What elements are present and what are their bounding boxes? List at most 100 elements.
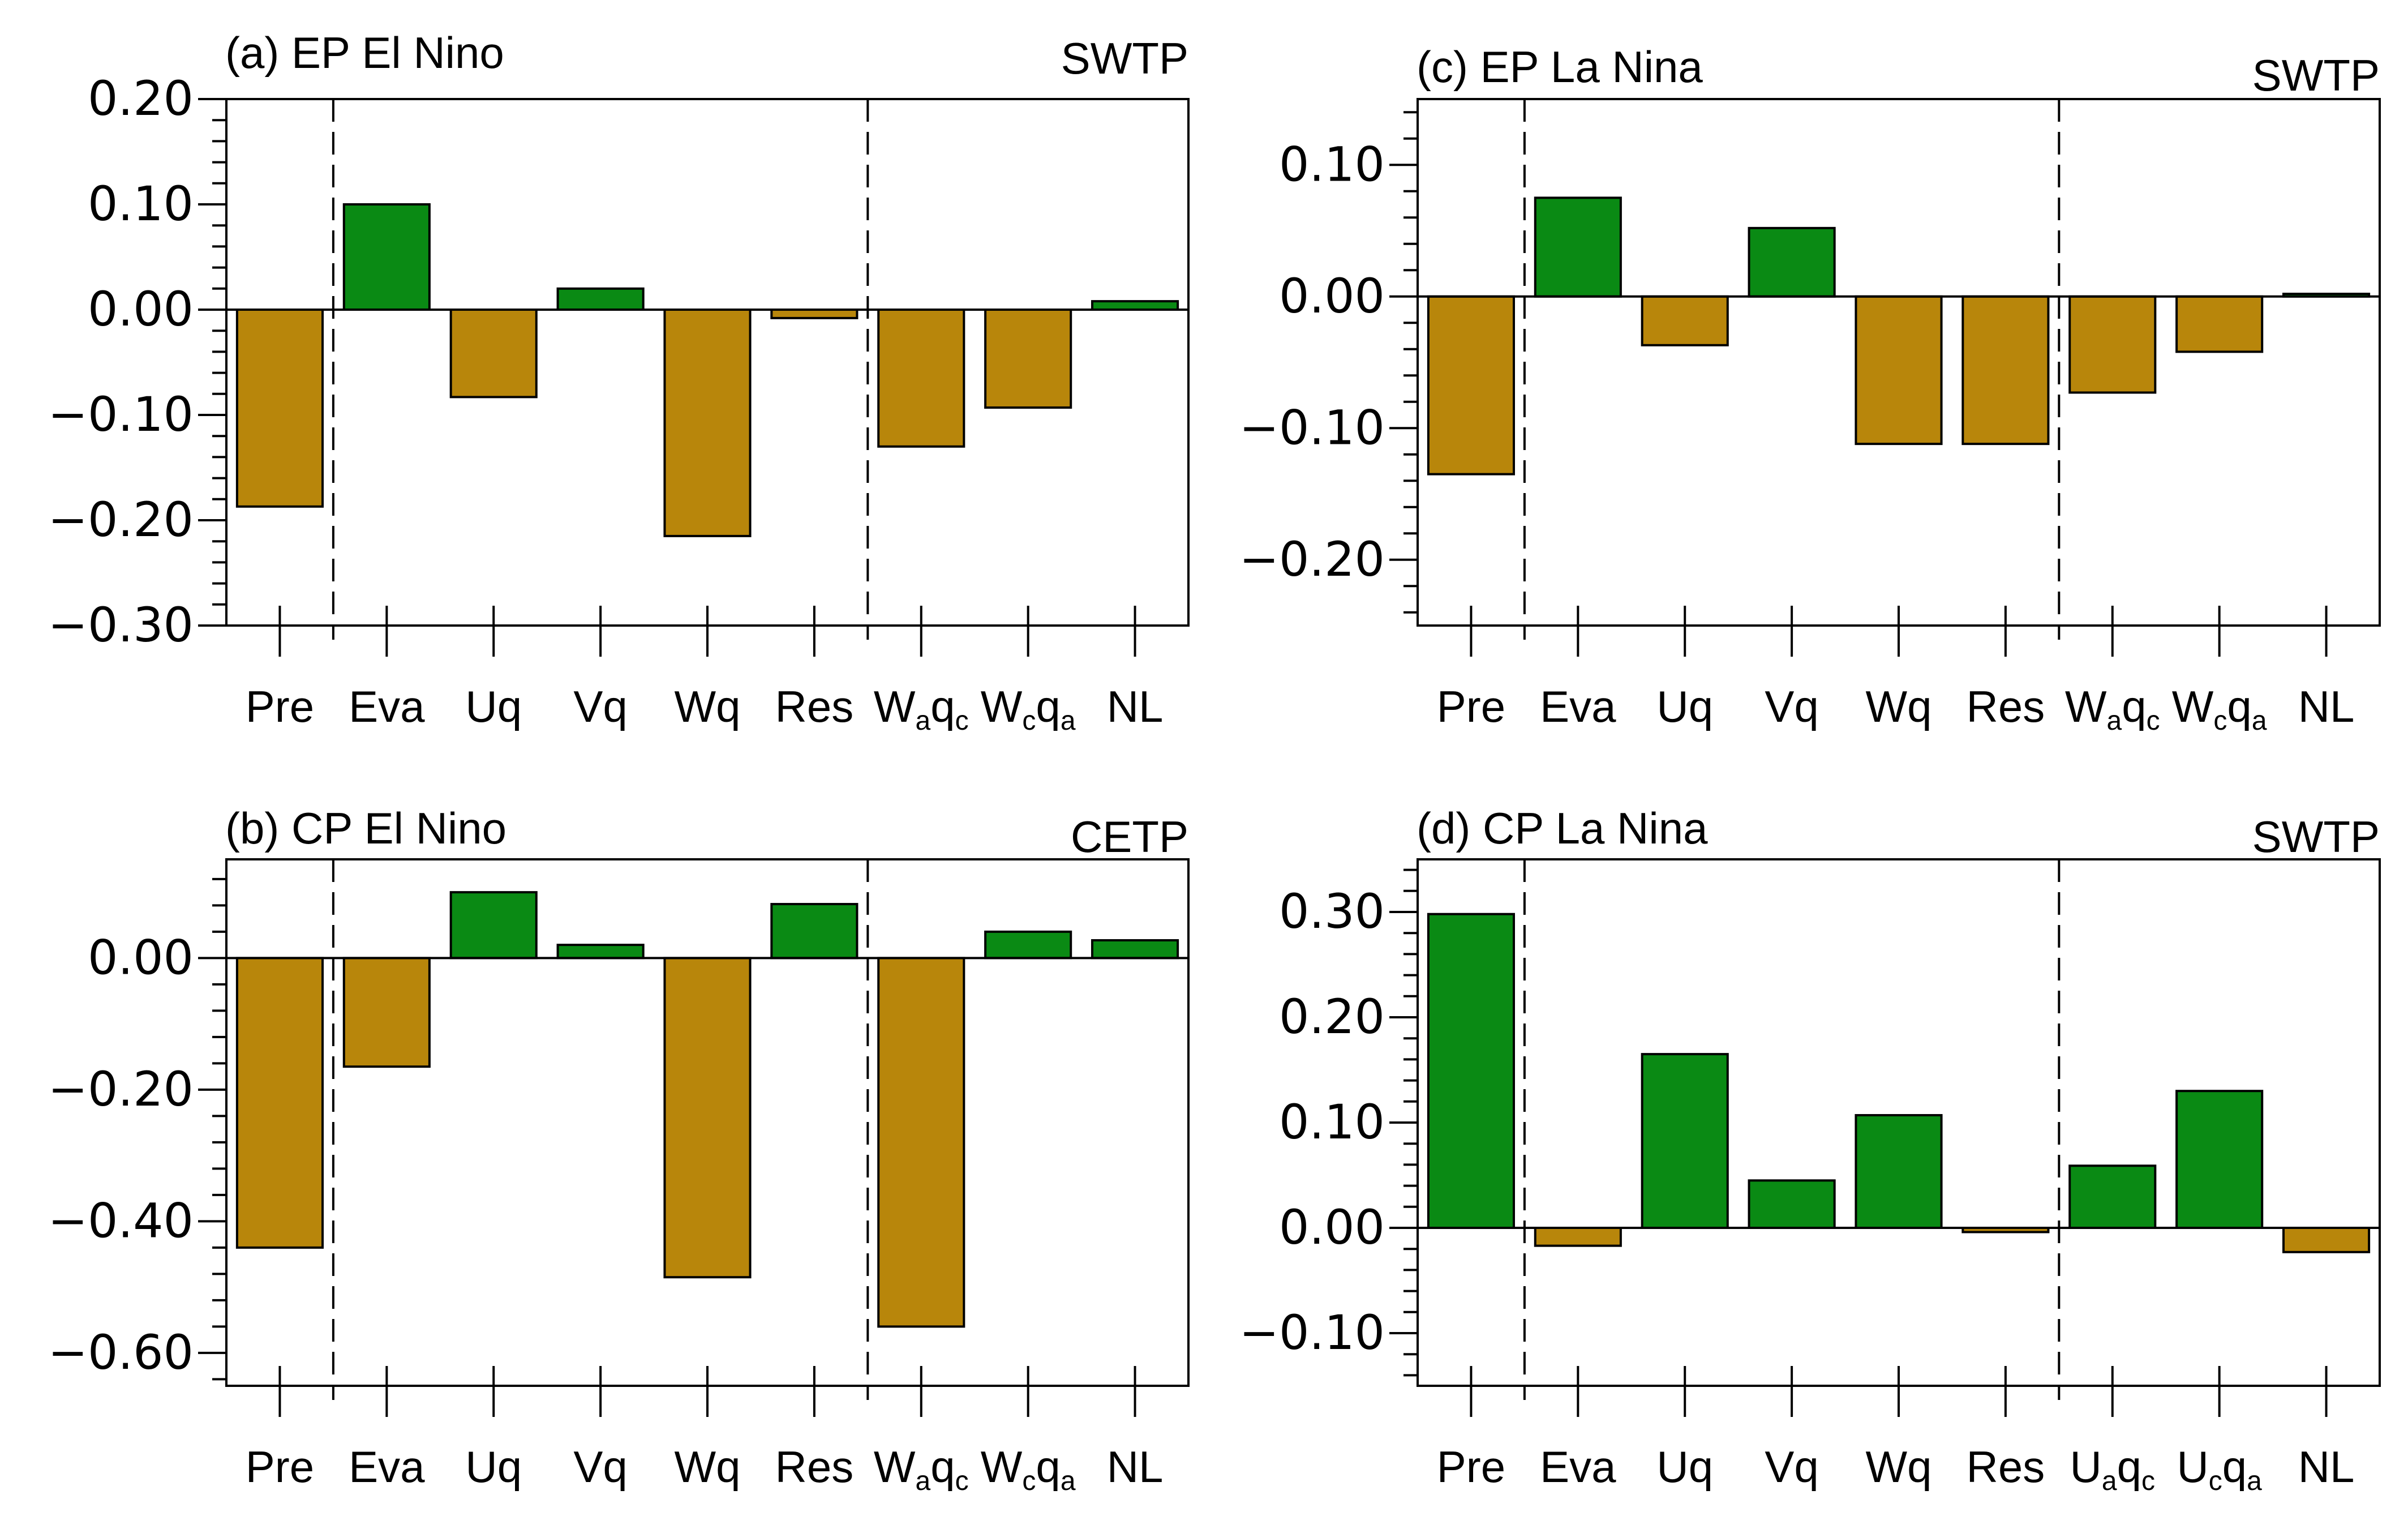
bar-eva: [342, 957, 431, 1068]
y-tick-label: 0.00: [88, 930, 194, 985]
x-tick-label: Pre: [1437, 1442, 1505, 1492]
bar-wcqa: [2175, 295, 2264, 353]
subscript: c: [2213, 706, 2227, 736]
bar-res: [770, 903, 859, 960]
label-part: W: [2065, 682, 2107, 731]
y-tick-label: 0.00: [88, 281, 194, 337]
label-part: q: [2227, 682, 2251, 731]
x-tick-label: Waqc: [874, 1442, 969, 1496]
subscript: a: [2252, 706, 2267, 736]
panel-title: (a) EP El Nino: [225, 28, 504, 78]
label-part: q: [930, 1442, 955, 1492]
subscript: a: [916, 1466, 931, 1496]
bar-eva: [1534, 1227, 1622, 1247]
y-tick-label: −0.10: [1239, 1305, 1385, 1360]
y-tick-label: −0.10: [48, 387, 194, 442]
x-tick-label: Ucqa: [2177, 1442, 2262, 1496]
y-tick-label: −0.10: [1239, 400, 1385, 455]
bar-wcqa: [984, 309, 1072, 409]
subscript: c: [2147, 706, 2160, 736]
x-tick-label: Uq: [465, 1442, 522, 1492]
x-tick-label: Wcqa: [981, 682, 1076, 736]
x-tick-label: Eva: [349, 682, 425, 731]
label-part: q: [2122, 682, 2146, 731]
x-tick-label: Pre: [246, 1442, 314, 1492]
x-tick-label: Wq: [1866, 1442, 1932, 1492]
x-tick-label: Vq: [573, 1442, 627, 1492]
x-tick-label: Vq: [1765, 682, 1818, 731]
y-tick-label: 0.10: [88, 176, 194, 232]
subscript: a: [1061, 1466, 1076, 1496]
bar-uq: [1641, 295, 1729, 346]
subscript: a: [2247, 1466, 2262, 1496]
panel-c: (c) EP La Nina SWTP 0.10 0.00 −0.10 −0.20 Pre E…: [1239, 42, 2381, 736]
x-tick-label: Uq: [465, 682, 522, 731]
x-tick-label: Waqc: [2065, 682, 2160, 736]
bar-pre: [1427, 913, 1516, 1229]
y-tick-label: 0.20: [1279, 989, 1385, 1044]
bar-vq: [556, 944, 645, 960]
panel-d: (d) CP La Nina SWTP 0.30 0.20 0.10 0.00 −0.10 P…: [1239, 803, 2381, 1496]
y-tick-label: 0.30: [1279, 884, 1385, 939]
x-tick-label: Uq: [1656, 1442, 1713, 1492]
bar-wq: [1855, 1114, 1943, 1229]
subscript: c: [2209, 1466, 2222, 1496]
bar-nl: [1091, 300, 1179, 311]
bar-wq: [663, 309, 752, 537]
bar-waqc: [877, 957, 965, 1328]
x-tick-label: Eva: [349, 1442, 425, 1492]
y-tick-label: 0.10: [1279, 136, 1385, 192]
bar-vq: [1748, 1179, 1836, 1230]
label-part: W: [874, 1442, 916, 1492]
label-part: W: [981, 1442, 1023, 1492]
bar-nl: [2282, 1227, 2371, 1253]
bar-uq: [449, 309, 538, 399]
x-tick-label: Pre: [1437, 682, 1505, 731]
label-part: q: [1036, 682, 1060, 731]
x-tick-label: NL: [1107, 1442, 1164, 1492]
x-tick-label: Wq: [1866, 682, 1932, 731]
subscript: a: [2107, 706, 2122, 736]
panel-b: (b) CP El Nino CETP 0.00 −0.20 −0.40 −0.60 Pre…: [48, 803, 1190, 1496]
bar-pre: [235, 309, 324, 508]
x-tick-label: NL: [2298, 682, 2355, 731]
x-tick-label: Res: [1967, 682, 2045, 731]
y-tick-label: 0.10: [1279, 1094, 1385, 1150]
bar-pre: [235, 957, 324, 1249]
bar-pre: [1427, 295, 1516, 476]
label-part: W: [874, 682, 916, 731]
y-tick-label: −0.40: [48, 1193, 194, 1248]
x-tick-label: Res: [1967, 1442, 2045, 1492]
subscript: c: [955, 1466, 969, 1496]
x-tick-label: Eva: [1540, 1442, 1616, 1492]
y-tick-label: 0.00: [1279, 268, 1385, 324]
bar-uq: [1641, 1053, 1729, 1229]
label-part: q: [2117, 1442, 2141, 1492]
bar-wq: [1855, 295, 1943, 446]
panel-title: (c) EP La Nina: [1417, 42, 1703, 92]
x-tick-label: Vq: [573, 682, 627, 731]
subscript: c: [2141, 1466, 2155, 1496]
subscript: a: [2102, 1466, 2117, 1496]
panel-title: (d) CP La Nina: [1417, 803, 1708, 853]
region-label: SWTP: [2252, 50, 2380, 100]
region-label: CETP: [1071, 812, 1188, 862]
label-part: W: [981, 682, 1023, 731]
bar-wcqa: [984, 930, 1072, 960]
bar-vq: [1748, 226, 1836, 298]
x-tick-label: Uq: [1656, 682, 1713, 731]
subscript: a: [1061, 706, 1076, 736]
bar-eva: [1534, 196, 1622, 298]
subscript: a: [916, 706, 931, 736]
label-part: U: [2070, 1442, 2102, 1492]
region-label: SWTP: [2252, 812, 2380, 862]
bar-ucqa: [2175, 1090, 2264, 1229]
bar-eva: [342, 203, 431, 311]
label-part: W: [2172, 682, 2214, 731]
x-tick-label: NL: [1107, 682, 1164, 731]
bar-wq: [663, 957, 752, 1279]
y-tick-label: −0.30: [48, 597, 194, 653]
x-tick-label: Vq: [1765, 1442, 1818, 1492]
